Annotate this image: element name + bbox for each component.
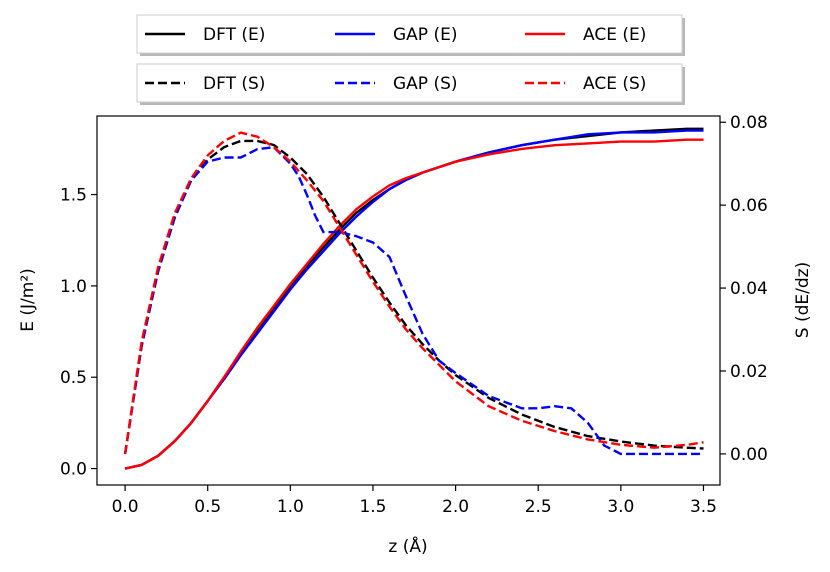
x-tick-label: 2.0 (442, 497, 469, 517)
x-tick-label: 2.5 (525, 497, 552, 517)
x-tick-label: 1.0 (277, 497, 304, 517)
legend-frame (136, 63, 683, 103)
y-tick-label-right: 0.02 (730, 362, 768, 382)
y-axis-label-left: E (J/m²) (18, 268, 38, 332)
legend-frame (136, 14, 683, 54)
x-tick-label: 3.0 (607, 497, 634, 517)
y-axis-label-right: S (dE/dz) (793, 262, 813, 338)
legend-label-ace-e: ACE (E) (583, 25, 646, 45)
y-tick-label-left: 0.0 (60, 460, 87, 480)
x-axis-label: z (Å) (388, 535, 427, 557)
y-tick-label-left: 0.5 (60, 368, 87, 388)
y-tick-label-right: 0.04 (730, 279, 768, 299)
legend-label-gap-s: GAP (S) (393, 74, 458, 94)
legend-label-ace-s: ACE (S) (583, 74, 646, 94)
legend-layer: DFT (E) GAP (E) ACE (E) DFT (S) GAP (S) ACE (… (136, 14, 685, 105)
series-line-gap-e (124, 129, 704, 470)
series-layer (123, 127, 704, 470)
y-tick-label-right: 0.06 (730, 196, 768, 216)
y-tick-label-left: 1.5 (60, 186, 87, 206)
axis-layer: 0.0 0.5 1.0 1.5 2.0 2.5 3.0 3.5 0.0 0.5 1.0 1.5 0.00… (60, 113, 768, 517)
x-tick-label: 0.0 (112, 497, 139, 517)
legend-box-1: DFT (E) GAP (E) ACE (E) (136, 14, 685, 56)
series-line-ace-s (123, 131, 704, 455)
series-line-dft-s (123, 139, 704, 455)
x-tick-label: 0.5 (194, 497, 221, 517)
y-tick-label-right: 0.08 (730, 113, 768, 133)
y-tick-label-right: 0.00 (730, 445, 768, 465)
x-tick-label: 3.5 (690, 497, 717, 517)
series-line-gap-s (123, 145, 704, 456)
y-tick-label-left: 1.0 (60, 277, 87, 297)
plot-frame (96, 115, 721, 486)
legend-label-dft-s: DFT (S) (203, 74, 265, 94)
x-tick-label: 1.5 (359, 497, 386, 517)
series-line-ace-e (124, 138, 704, 470)
series-line-dft-e (124, 127, 704, 470)
legend-label-dft-e: DFT (E) (203, 25, 265, 45)
legend-label-gap-e: GAP (E) (393, 25, 457, 45)
legend-box-2: DFT (S) GAP (S) ACE (S) (136, 63, 685, 105)
